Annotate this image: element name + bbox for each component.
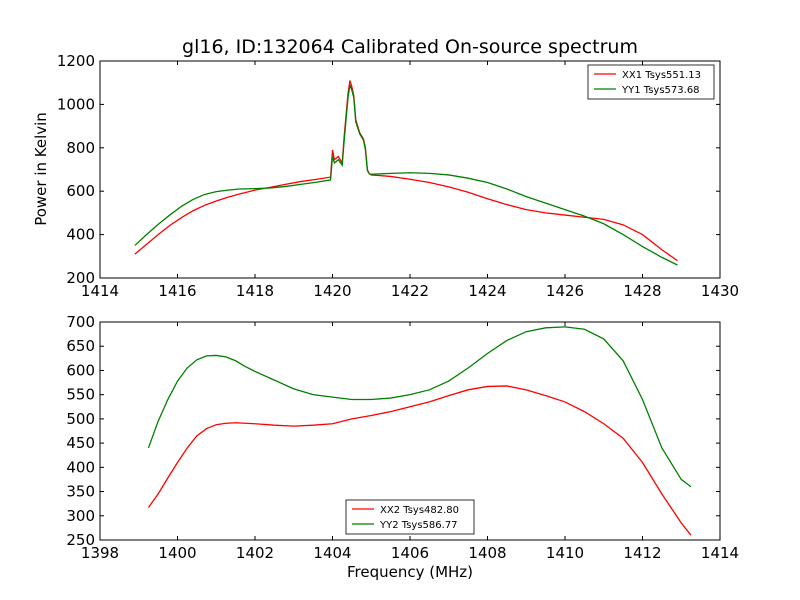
legend-label-2-1: XX2 Tsys482.80 <box>380 505 459 516</box>
x-tick-label-1-1428: 1428 <box>623 282 661 300</box>
x-tick-label-2-1412: 1412 <box>623 544 661 562</box>
y-tick-label-1-400: 400 <box>66 226 95 244</box>
x-tick-label-1-1414: 1414 <box>81 282 119 300</box>
x-tick-label-2-1410: 1410 <box>546 544 584 562</box>
x-tick-label-2-1400: 1400 <box>158 544 196 562</box>
figure-title: gl16, ID:132064 Calibrated On-source spe… <box>182 36 638 58</box>
y-tick-label-1-600: 600 <box>66 182 95 200</box>
x-tick-label-1-1430: 1430 <box>701 282 739 300</box>
x-tick-label-1-1426: 1426 <box>546 282 584 300</box>
x-tick-label-1-1420: 1420 <box>313 282 351 300</box>
y-tick-label-1-200: 200 <box>66 269 95 287</box>
y-tick-label-1-1000: 1000 <box>57 95 95 113</box>
y-tick-label-2-250: 250 <box>66 531 95 549</box>
x-tick-label-1-1424: 1424 <box>468 282 506 300</box>
top-chart-panel: 1414 1416 1418 1420 1422 1424 1426 1428 1430 200 4… <box>57 52 739 300</box>
bottom-chart-panel: 1398 1400 1402 1404 1406 1408 1410 1412 1414 250 3… <box>66 313 739 562</box>
y-tick-label-2-450: 450 <box>66 434 95 452</box>
x-tick-label-2-1404: 1404 <box>313 544 351 562</box>
legend-label-1-1: XX1 Tsys551.13 <box>622 70 701 81</box>
series-line-2-1 <box>147 385 692 536</box>
y-tick-label-2-550: 550 <box>66 386 95 404</box>
legend-box-2 <box>345 499 475 535</box>
x-tick-label-2-1398: 1398 <box>81 544 119 562</box>
y-tick-label-2-400: 400 <box>66 458 95 476</box>
bottom-x-axis-label: Frequency (MHz) <box>347 563 473 581</box>
x-tick-label-2-1414: 1414 <box>701 544 739 562</box>
x-tick-label-2-1406: 1406 <box>391 544 429 562</box>
y-tick-label-1-1200: 1200 <box>57 52 95 70</box>
y-tick-label-2-350: 350 <box>66 483 95 501</box>
y-tick-label-1-800: 800 <box>66 139 95 157</box>
legend-box-1 <box>587 64 715 100</box>
y-tick-label-2-650: 650 <box>66 337 95 355</box>
x-tick-label-2-1402: 1402 <box>236 544 274 562</box>
series-line-1-2 <box>134 84 678 266</box>
series-line-1-1 <box>134 80 678 262</box>
x-tick-label-2-1408: 1408 <box>468 544 506 562</box>
y-tick-label-2-300: 300 <box>66 507 95 525</box>
legend-label-2-2: YY2 Tsys586.77 <box>379 520 458 531</box>
y-tick-label-2-600: 600 <box>66 361 95 379</box>
x-tick-label-1-1422: 1422 <box>391 282 429 300</box>
x-tick-label-1-1416: 1416 <box>158 282 196 300</box>
series-line-2-2 <box>147 326 692 488</box>
y-tick-label-2-700: 700 <box>66 313 95 331</box>
top-y-axis-label: Power in Kelvin <box>32 112 50 226</box>
y-tick-label-2-500: 500 <box>66 410 95 428</box>
x-tick-label-1-1418: 1418 <box>236 282 274 300</box>
legend-label-1-2: YY1 Tsys573.68 <box>621 85 700 96</box>
